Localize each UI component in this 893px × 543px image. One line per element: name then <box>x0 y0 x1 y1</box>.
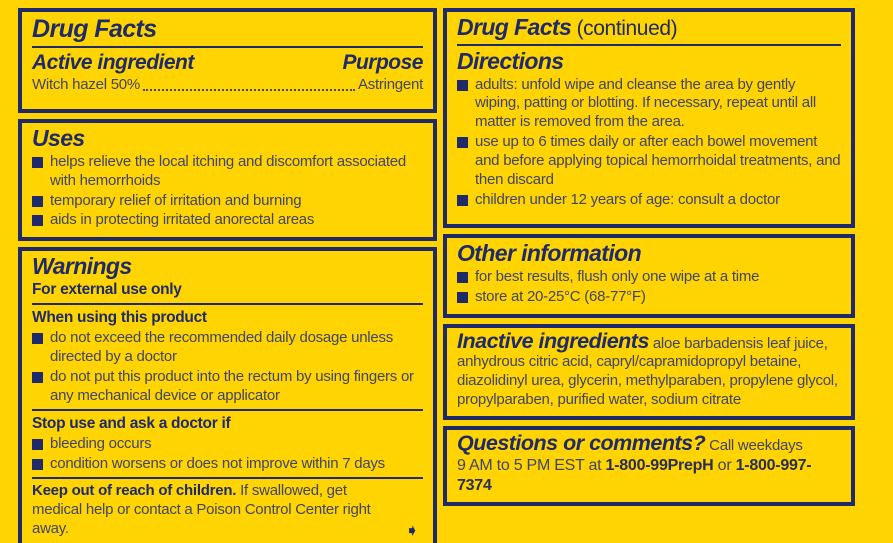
when-using-subhead: When using this product <box>32 309 207 327</box>
divider <box>457 43 841 46</box>
warning-bullet-text: do not put this product into the rectum … <box>50 368 414 405</box>
external-use-subhead: For external use only <box>32 281 182 299</box>
keep-out-bold: Keep out of reach of children. <box>32 481 237 499</box>
warning-bullet-text: do not exceed the recommended daily dosa… <box>50 329 393 366</box>
list-item: condition worsens or does not improve wi… <box>32 455 423 474</box>
section-other-information: Other information for best results, flus… <box>443 234 855 318</box>
questions-heading-line: Questions or comments? Call weekdays <box>457 431 841 456</box>
uses-bullet-text: helps relieve the local itching and disc… <box>50 152 406 189</box>
warnings-title: Warnings <box>32 253 132 280</box>
uses-list: helps relieve the local itching and disc… <box>32 153 423 231</box>
phone-number-1: 1-800-99PrepH <box>605 456 714 474</box>
stop-use-subhead: Stop use and ask a doctor if <box>32 414 231 432</box>
hours-text: 9 AM to 5 PM EST at <box>457 456 606 474</box>
bullet-square-icon <box>457 291 468 303</box>
list-item: use up to 6 times daily or after each bo… <box>457 133 841 190</box>
or-text: or <box>713 456 736 474</box>
continued-suffix: (continued) <box>571 17 678 40</box>
when-using-list: do not exceed the recommended daily dosa… <box>32 329 423 406</box>
list-item: do not exceed the recommended daily dosa… <box>32 329 423 367</box>
bullet-square-icon <box>457 137 468 149</box>
drug-facts-continued-bold: Drug Facts <box>457 14 572 40</box>
list-item: do not put this product into the rectum … <box>32 368 423 406</box>
call-weekdays-text: Call weekdays <box>705 437 803 455</box>
list-item: adults: unfold wipe and cleanse the area… <box>457 76 841 133</box>
inactive-ingredients-paragraph: Inactive ingredients aloe barbadensis le… <box>457 328 841 411</box>
active-ingredient-heading: Active ingredient <box>32 51 194 74</box>
bullet-square-icon <box>32 372 43 384</box>
directions-bullet-text: adults: unfold wipe and cleanse the area… <box>475 75 817 131</box>
section-uses: Uses helps relieve the local itching and… <box>18 119 437 242</box>
divider <box>32 408 423 411</box>
list-item: children under 12 years of age: consult … <box>457 191 841 210</box>
stop-use-list: bleeding occurs condition worsens or doe… <box>32 435 423 474</box>
warning-bullet-text: condition worsens or does not improve wi… <box>50 454 385 472</box>
questions-phone-line: 9 AM to 5 PM EST at 1-800-99PrepH or 1-8… <box>457 456 841 496</box>
ingredient-row: Witch hazel 50% Astringent <box>32 76 423 95</box>
other-info-bullet-text: for best results, flush only one wipe at… <box>475 267 760 285</box>
bullet-square-icon <box>32 439 43 451</box>
bullet-square-icon <box>32 156 43 168</box>
purpose-heading: Purpose <box>342 51 423 74</box>
section-active-ingredient: Drug Facts Active ingredient Purpose Wit… <box>18 8 437 113</box>
section-questions: Questions or comments? Call weekdays 9 A… <box>443 426 855 507</box>
section-directions: Drug Facts (continued) Directions adults… <box>443 8 855 228</box>
list-item: for best results, flush only one wipe at… <box>457 268 841 287</box>
ingredient-name: Witch hazel 50% <box>32 76 140 94</box>
label-columns: Drug Facts Active ingredient Purpose Wit… <box>18 8 855 543</box>
bullet-square-icon <box>32 195 43 207</box>
uses-bullet-text: temporary relief of irritation and burni… <box>50 191 302 209</box>
inactive-ingredients-title: Inactive ingredients <box>457 328 649 353</box>
left-column: Drug Facts Active ingredient Purpose Wit… <box>18 8 437 543</box>
bullet-square-icon <box>32 333 43 345</box>
directions-list: adults: unfold wipe and cleanse the area… <box>457 76 841 210</box>
divider <box>32 303 423 306</box>
other-info-bullet-text: store at 20-25°C (68-77°F) <box>475 287 646 305</box>
warning-bullet-text: bleeding occurs <box>50 435 152 453</box>
list-item: store at 20-25°C (68-77°F) <box>457 288 841 307</box>
bullet-square-icon <box>457 194 468 206</box>
uses-bullet-text: aids in protecting irritated anorectal a… <box>50 211 315 229</box>
other-information-title: Other information <box>457 240 642 266</box>
keep-out-text: If swallowed, get medical help or contac… <box>32 481 371 537</box>
purpose-value: Astringent <box>357 76 423 94</box>
divider <box>32 46 423 48</box>
drug-facts-title: Drug Facts <box>32 15 157 43</box>
directions-title: Directions <box>457 47 564 74</box>
section-warnings: Warnings For external use only When usin… <box>18 247 437 543</box>
dotted-leader <box>142 89 355 92</box>
drug-facts-continued-title: Drug Facts (continued) <box>457 14 841 41</box>
list-item: aids in protecting irritated anorectal a… <box>32 211 423 230</box>
list-item: helps relieve the local itching and disc… <box>32 153 423 191</box>
right-column: Drug Facts (continued) Directions adults… <box>443 8 855 543</box>
bullet-square-icon <box>457 271 468 283</box>
section-inactive-ingredients: Inactive ingredients aloe barbadensis le… <box>443 323 855 421</box>
list-item: bleeding occurs <box>32 435 423 454</box>
questions-title: Questions or comments? <box>457 431 706 456</box>
continue-arrow-icon: ➧ <box>405 520 419 540</box>
bullet-square-icon <box>32 458 43 470</box>
keep-out-paragraph: Keep out of reach of children. If swallo… <box>32 482 423 539</box>
directions-bullet-text: children under 12 years of age: consult … <box>475 190 780 208</box>
other-information-list: for best results, flush only one wipe at… <box>457 268 841 307</box>
active-ingredient-header-row: Active ingredient Purpose <box>32 51 423 75</box>
bullet-square-icon <box>32 215 43 227</box>
uses-title: Uses <box>32 125 85 151</box>
phone-number-2: 1-800-997-7374 <box>457 456 812 495</box>
inactive-ingredients-text: aloe barbadensis leaf juice, anhydrous c… <box>457 334 838 409</box>
divider <box>32 476 423 479</box>
list-item: temporary relief of irritation and burni… <box>32 192 423 211</box>
directions-bullet-text: use up to 6 times daily or after each bo… <box>475 133 841 188</box>
bullet-square-icon <box>457 79 468 91</box>
